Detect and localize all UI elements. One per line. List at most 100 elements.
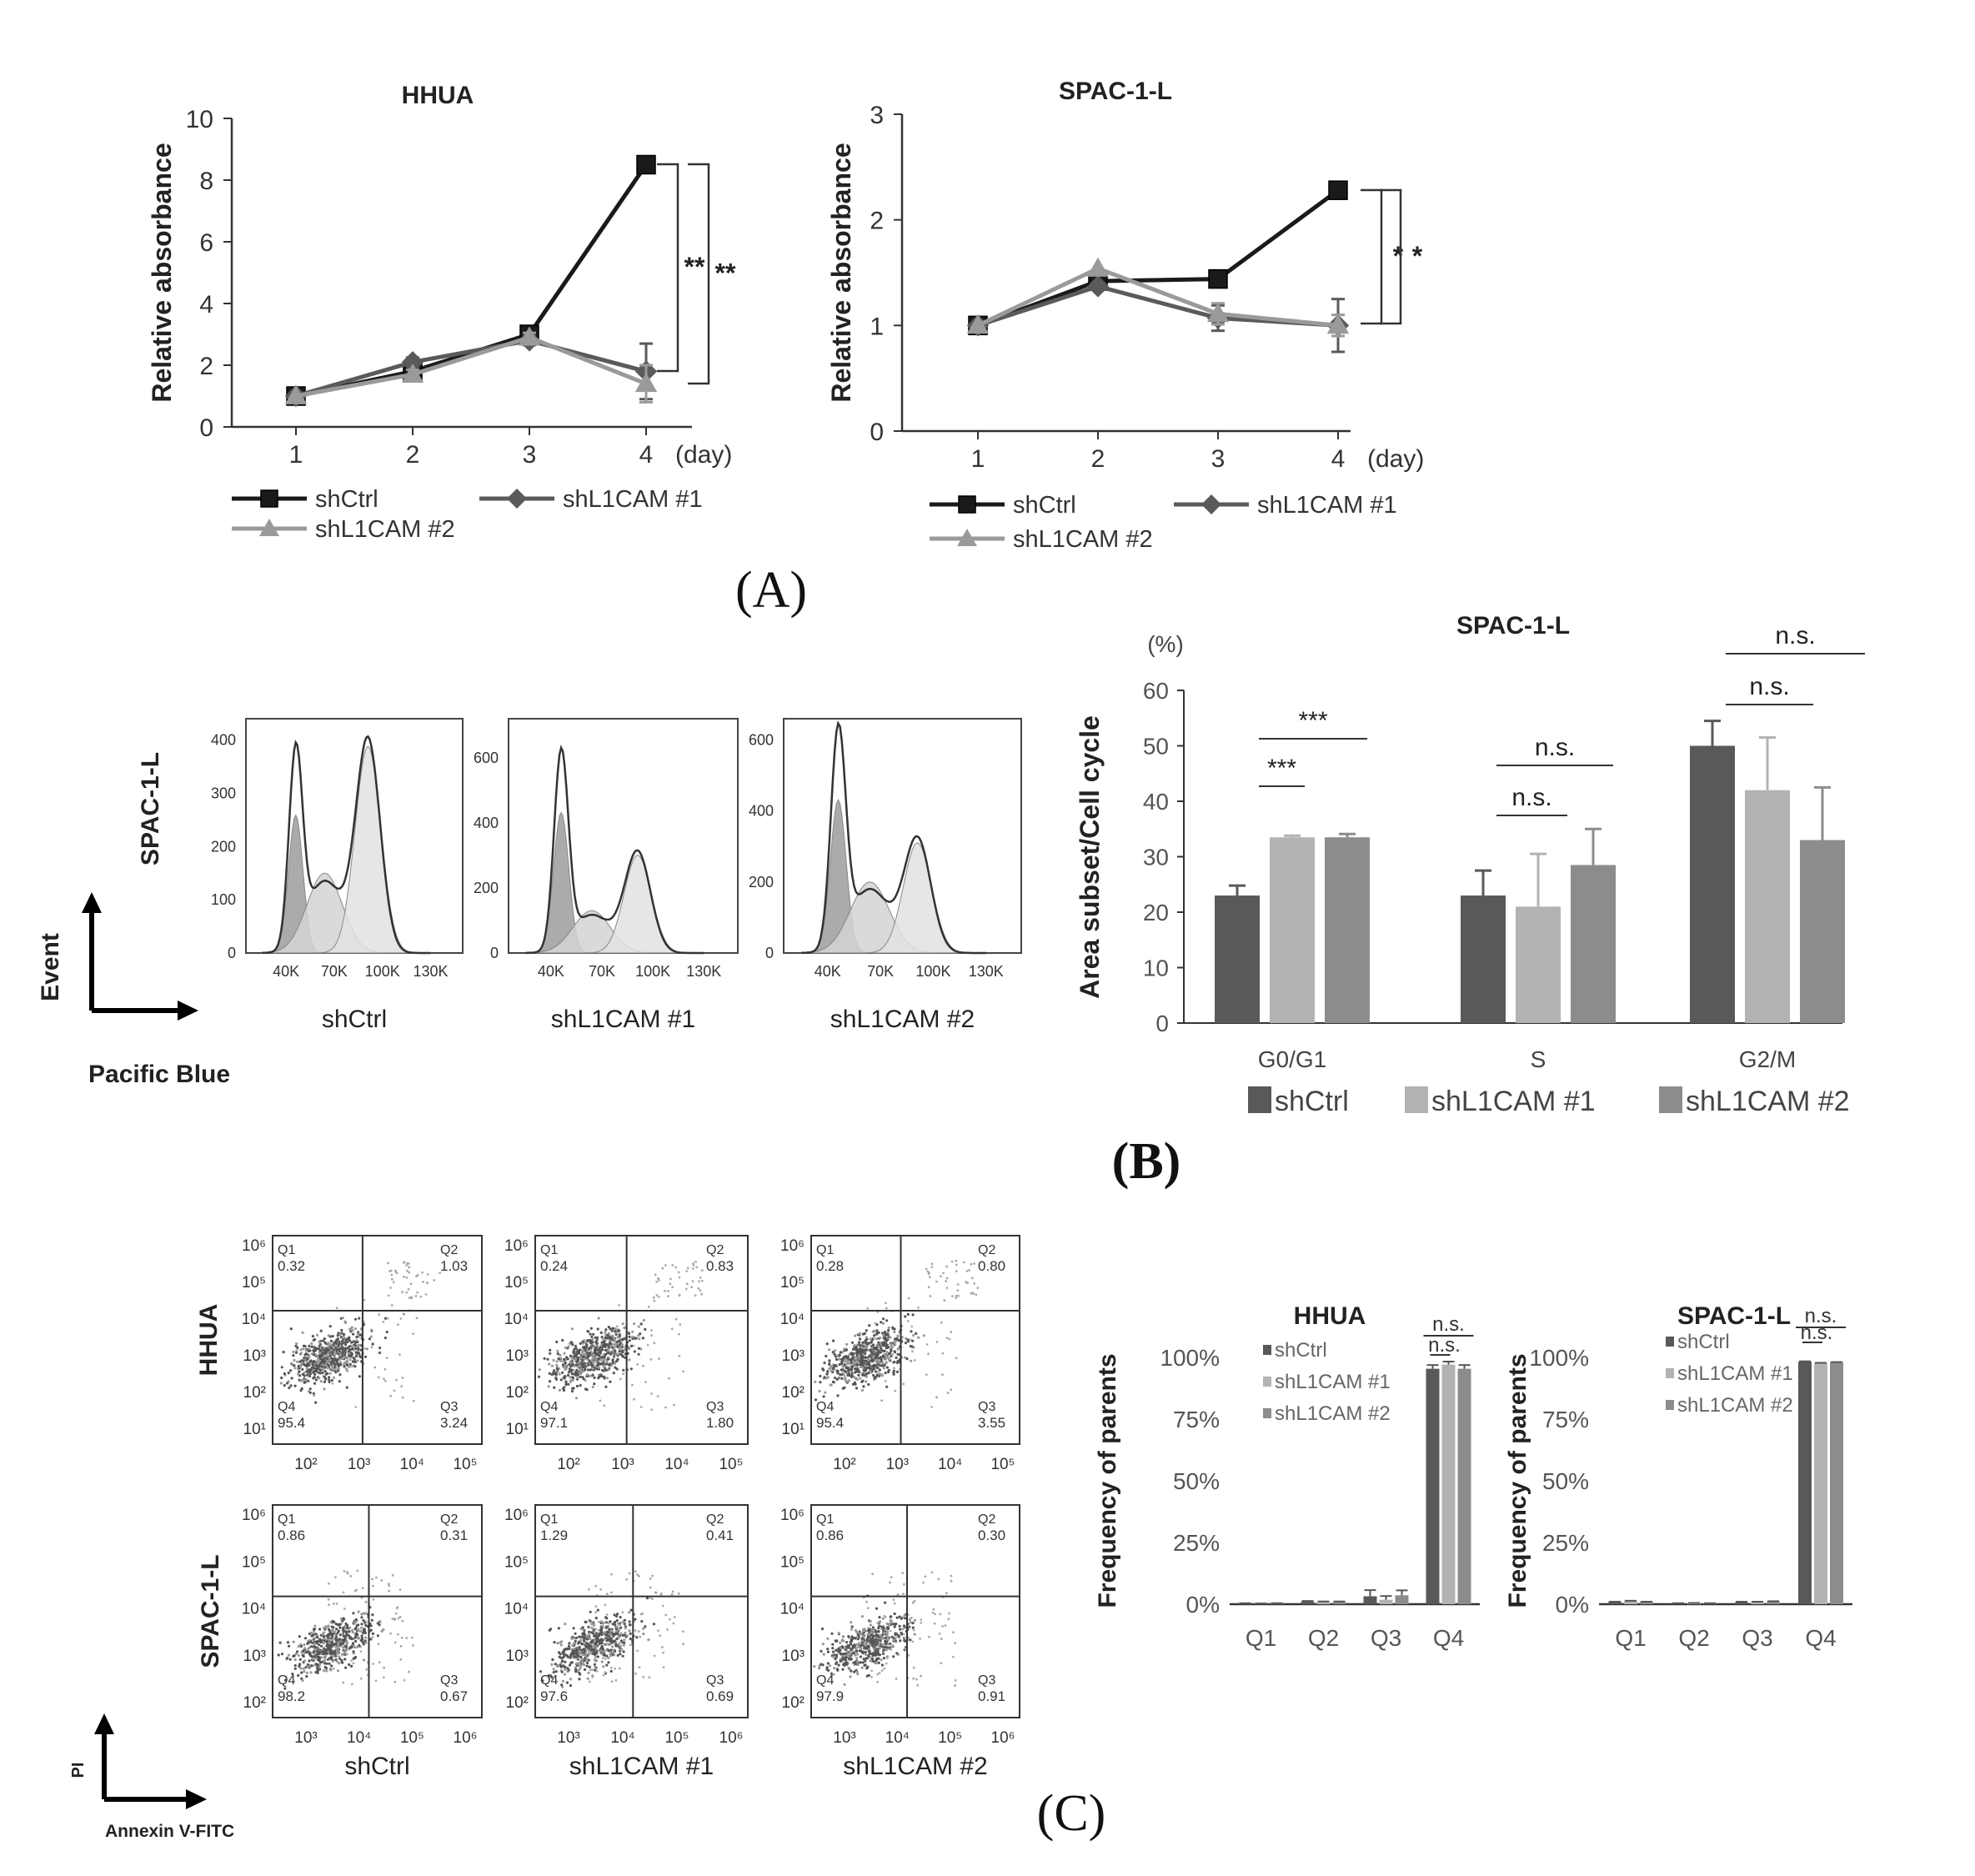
- flow-x-tick-label: 10⁶: [719, 1729, 744, 1747]
- event-dot: [841, 1668, 845, 1671]
- event-dot: [631, 1330, 634, 1333]
- y-axis-label: Relative absorbance: [826, 143, 856, 402]
- event-dot: [638, 1666, 641, 1669]
- panel-label-a: (A): [735, 562, 807, 619]
- event-dot: [295, 1650, 299, 1653]
- event-dot: [662, 1651, 664, 1654]
- event-dot: [402, 1312, 405, 1316]
- legend-swatch: [1659, 1086, 1682, 1113]
- event-dot: [650, 1392, 653, 1395]
- event-dot: [342, 1627, 345, 1630]
- event-dot: [890, 1353, 894, 1357]
- x-tick-label: 3: [523, 441, 537, 469]
- event-dot: [313, 1360, 316, 1363]
- event-dot: [975, 1293, 978, 1297]
- event-dot: [323, 1347, 326, 1350]
- event-dot: [370, 1618, 373, 1622]
- event-dot: [349, 1636, 353, 1639]
- event-dot: [550, 1364, 554, 1367]
- event-dot: [401, 1291, 404, 1294]
- event-dot: [850, 1625, 854, 1628]
- event-dot: [348, 1358, 352, 1362]
- event-dot: [306, 1373, 309, 1377]
- event-dot: [887, 1326, 890, 1329]
- event-dot: [860, 1666, 864, 1669]
- event-dot: [606, 1343, 609, 1347]
- y-tick-label: 8: [199, 168, 213, 195]
- event-dot: [619, 1644, 623, 1648]
- event-dot: [589, 1332, 592, 1336]
- event-dot: [395, 1378, 399, 1382]
- event-dot: [856, 1363, 860, 1367]
- event-dot: [343, 1628, 347, 1631]
- event-dot: [913, 1359, 916, 1362]
- event-dot: [641, 1613, 644, 1615]
- event-dot: [576, 1365, 579, 1368]
- flow-y-tick-label: 10²: [506, 1694, 529, 1712]
- event-dot: [858, 1341, 861, 1344]
- event-dot: [931, 1611, 935, 1614]
- event-dot: [678, 1332, 680, 1336]
- event-dot: [382, 1321, 385, 1323]
- event-dot: [865, 1375, 868, 1378]
- event-dot: [569, 1678, 573, 1681]
- axis-arrowhead-right: [178, 1001, 198, 1021]
- event-dot: [369, 1628, 373, 1632]
- event-dot: [878, 1374, 881, 1377]
- event-dot: [695, 1266, 699, 1269]
- event-dot: [622, 1650, 625, 1653]
- event-dot: [570, 1651, 574, 1654]
- event-dot: [869, 1659, 872, 1663]
- event-dot: [589, 1327, 593, 1330]
- event-dot: [910, 1359, 913, 1362]
- event-dot: [850, 1372, 854, 1375]
- event-dot: [562, 1360, 565, 1363]
- event-dot: [877, 1627, 880, 1630]
- quadrant-name: Q4: [540, 1400, 558, 1414]
- event-dot: [597, 1628, 600, 1632]
- event-dot: [297, 1645, 300, 1648]
- event-dot: [605, 1337, 609, 1340]
- event-dot: [385, 1357, 388, 1359]
- event-dot: [614, 1667, 616, 1670]
- event-dot: [854, 1371, 857, 1374]
- event-dot: [579, 1375, 582, 1378]
- event-dot: [855, 1630, 858, 1633]
- sig-label: n.s.: [1805, 1305, 1837, 1327]
- event-dot: [574, 1372, 577, 1376]
- event-dot: [600, 1653, 604, 1656]
- event-dot: [564, 1660, 567, 1663]
- event-dot: [561, 1679, 565, 1683]
- event-dot: [360, 1616, 363, 1619]
- event-dot: [831, 1643, 835, 1646]
- event-dot: [881, 1617, 885, 1620]
- event-dot: [313, 1372, 317, 1376]
- event-dot: [641, 1337, 645, 1340]
- event-dot: [943, 1299, 946, 1302]
- flow-y-tick-label: 10⁴: [504, 1601, 529, 1618]
- event-dot: [320, 1644, 323, 1648]
- event-dot: [636, 1363, 639, 1366]
- event-dot: [876, 1673, 880, 1676]
- quadrant-name: Q2: [440, 1243, 458, 1257]
- event-dot: [922, 1334, 925, 1337]
- sig-bracket: [1361, 188, 1383, 325]
- event-dot: [599, 1646, 604, 1649]
- flow-x-tick-label: 10⁵: [400, 1729, 424, 1747]
- event-dot: [392, 1281, 395, 1284]
- event-dot: [554, 1373, 558, 1377]
- event-dot: [556, 1352, 559, 1356]
- event-dot: [955, 1260, 958, 1262]
- event-dot: [405, 1291, 409, 1294]
- event-dot: [642, 1318, 645, 1322]
- event-dot: [908, 1618, 911, 1622]
- event-dot: [930, 1406, 934, 1408]
- event-dot: [313, 1349, 317, 1352]
- quadrant-name: Q2: [706, 1512, 724, 1527]
- event-dot: [285, 1657, 289, 1660]
- event-dot: [334, 1654, 338, 1658]
- event-dot: [893, 1367, 895, 1370]
- event-dot: [316, 1636, 319, 1639]
- bar: [1426, 1368, 1440, 1604]
- quadrant-name: Q4: [816, 1673, 834, 1688]
